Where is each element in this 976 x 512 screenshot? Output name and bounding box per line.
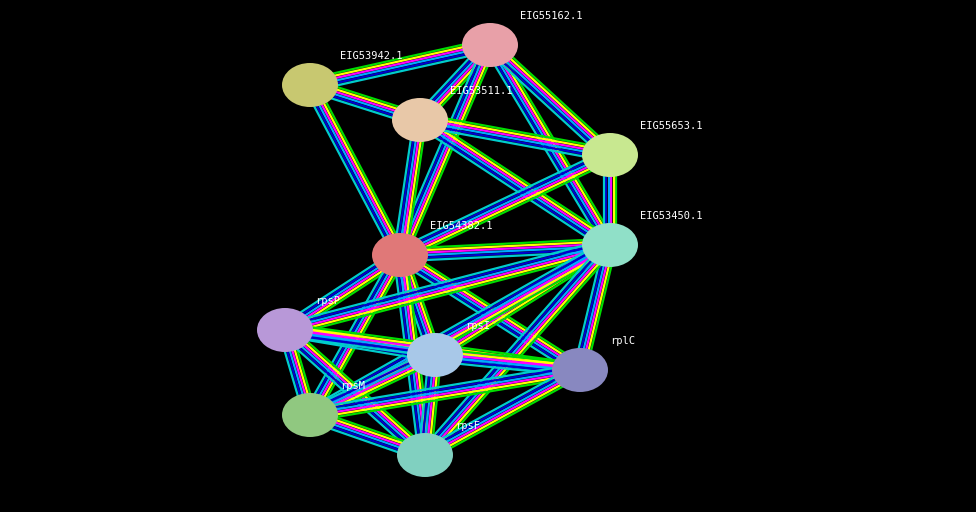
- Ellipse shape: [372, 233, 428, 277]
- Text: EIG55653.1: EIG55653.1: [640, 121, 703, 131]
- Ellipse shape: [582, 223, 638, 267]
- Text: rpsI: rpsI: [465, 321, 490, 331]
- Ellipse shape: [407, 333, 463, 377]
- Ellipse shape: [392, 98, 448, 142]
- Text: EIG54382.1: EIG54382.1: [430, 221, 493, 231]
- Ellipse shape: [397, 433, 453, 477]
- Ellipse shape: [552, 348, 608, 392]
- Ellipse shape: [282, 63, 338, 107]
- Text: rplC: rplC: [610, 336, 635, 346]
- Text: rpsM: rpsM: [340, 381, 365, 391]
- Text: EIG53942.1: EIG53942.1: [340, 51, 402, 61]
- Ellipse shape: [462, 23, 518, 67]
- Text: EIG55162.1: EIG55162.1: [520, 11, 583, 21]
- Text: EIG53511.1: EIG53511.1: [450, 86, 512, 96]
- Text: rpsP: rpsP: [315, 296, 340, 306]
- Ellipse shape: [257, 308, 313, 352]
- Ellipse shape: [282, 393, 338, 437]
- Ellipse shape: [582, 133, 638, 177]
- Text: EIG53450.1: EIG53450.1: [640, 211, 703, 221]
- Text: rpsF: rpsF: [455, 421, 480, 431]
